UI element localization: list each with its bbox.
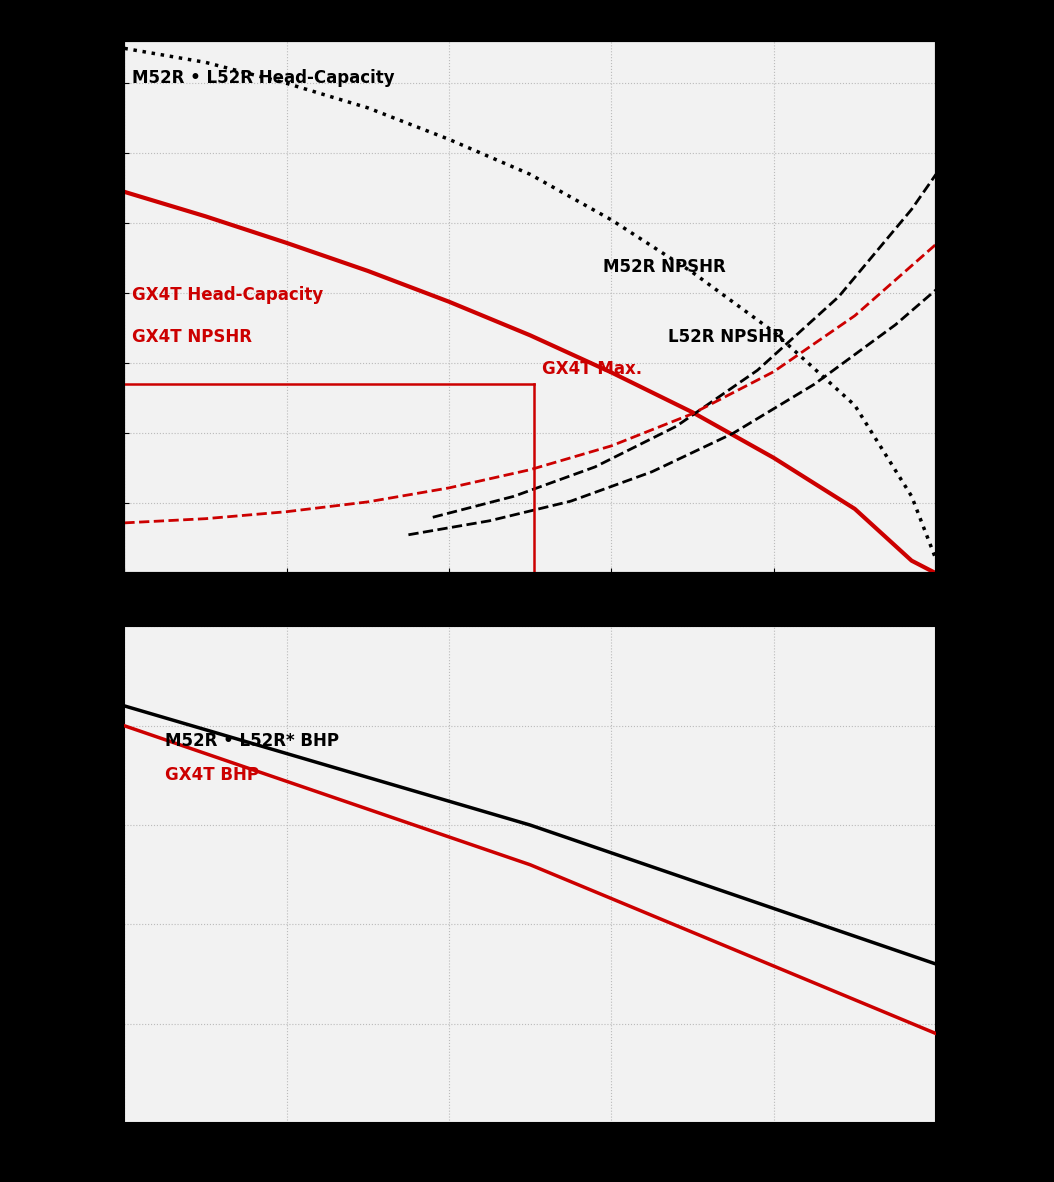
- Text: GX4T Head-Capacity: GX4T Head-Capacity: [133, 286, 324, 304]
- Text: M52R • L52R Head-Capacity: M52R • L52R Head-Capacity: [133, 70, 395, 87]
- Text: L52R NPSHR: L52R NPSHR: [668, 329, 785, 346]
- Text: GX4T Max.: GX4T Max.: [543, 359, 643, 378]
- Text: GX4T BHP: GX4T BHP: [165, 766, 259, 785]
- Y-axis label: Head in Feet: Head in Feet: [938, 253, 953, 362]
- Text: M52R NPSHR: M52R NPSHR: [603, 259, 726, 277]
- Text: GX4T NPSHR: GX4T NPSHR: [133, 329, 253, 346]
- Y-axis label: Head in Meters: Head in Meters: [32, 242, 46, 372]
- Text: M52R • L52R* BHP: M52R • L52R* BHP: [165, 732, 339, 749]
